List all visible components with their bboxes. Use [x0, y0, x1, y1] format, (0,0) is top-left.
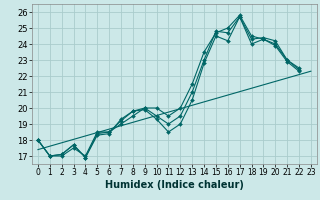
X-axis label: Humidex (Indice chaleur): Humidex (Indice chaleur)	[105, 180, 244, 190]
